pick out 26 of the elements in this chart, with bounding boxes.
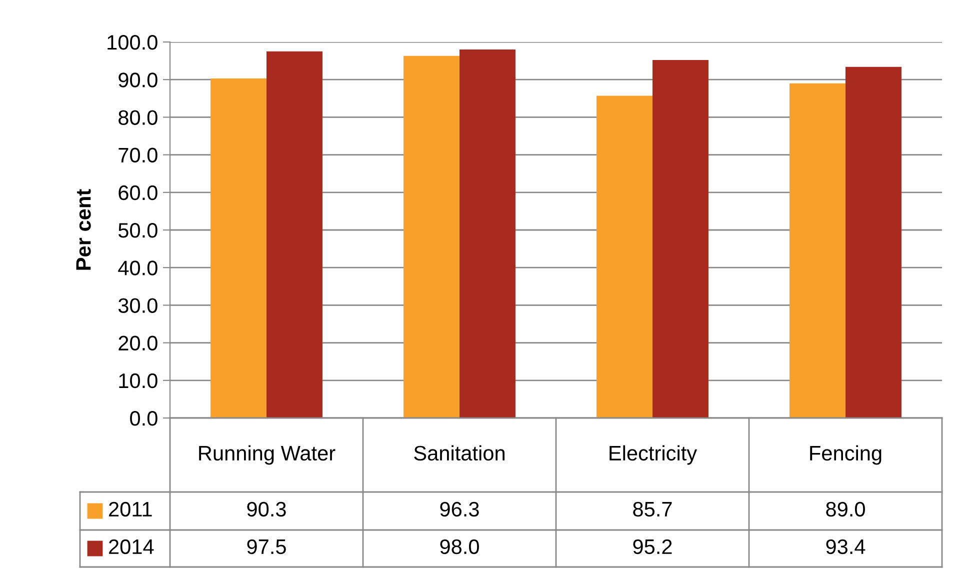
y-tick-label: 0.0: [130, 411, 158, 426]
data-label: 98.0: [440, 539, 479, 554]
legend-label: 2011: [109, 502, 152, 517]
y-axis-title: Per cent: [76, 189, 91, 270]
y-tick-label: 40.0: [118, 260, 158, 276]
y-tick-label: 90.0: [118, 72, 158, 88]
x-tick-label: Sanitation: [414, 445, 504, 461]
data-label: 96.3: [440, 502, 479, 517]
data-label: 90.3: [247, 502, 286, 517]
y-tick-label: 30.0: [118, 298, 158, 313]
y-tick-label: 100.0: [108, 35, 158, 50]
y-tick-label: 80.0: [118, 110, 158, 125]
x-tick-label: Electricity: [610, 445, 698, 465]
data-label: 89.0: [826, 502, 865, 517]
data-label: 85.7: [633, 502, 672, 517]
y-tick-label: 70.0: [118, 148, 158, 163]
x-tick-label: Running Water: [199, 445, 336, 465]
y-tick-label: 60.0: [118, 185, 158, 200]
x-tick-label: Fencing: [810, 445, 882, 465]
y-tick-label: 20.0: [118, 336, 158, 351]
data-label: 95.2: [633, 539, 672, 554]
y-tick-label: 10.0: [119, 373, 158, 388]
data-label: 93.4: [826, 539, 866, 554]
y-tick-label: 50.0: [118, 223, 158, 238]
legend-label: 2014: [109, 539, 154, 554]
data-label: 97.5: [247, 539, 286, 554]
